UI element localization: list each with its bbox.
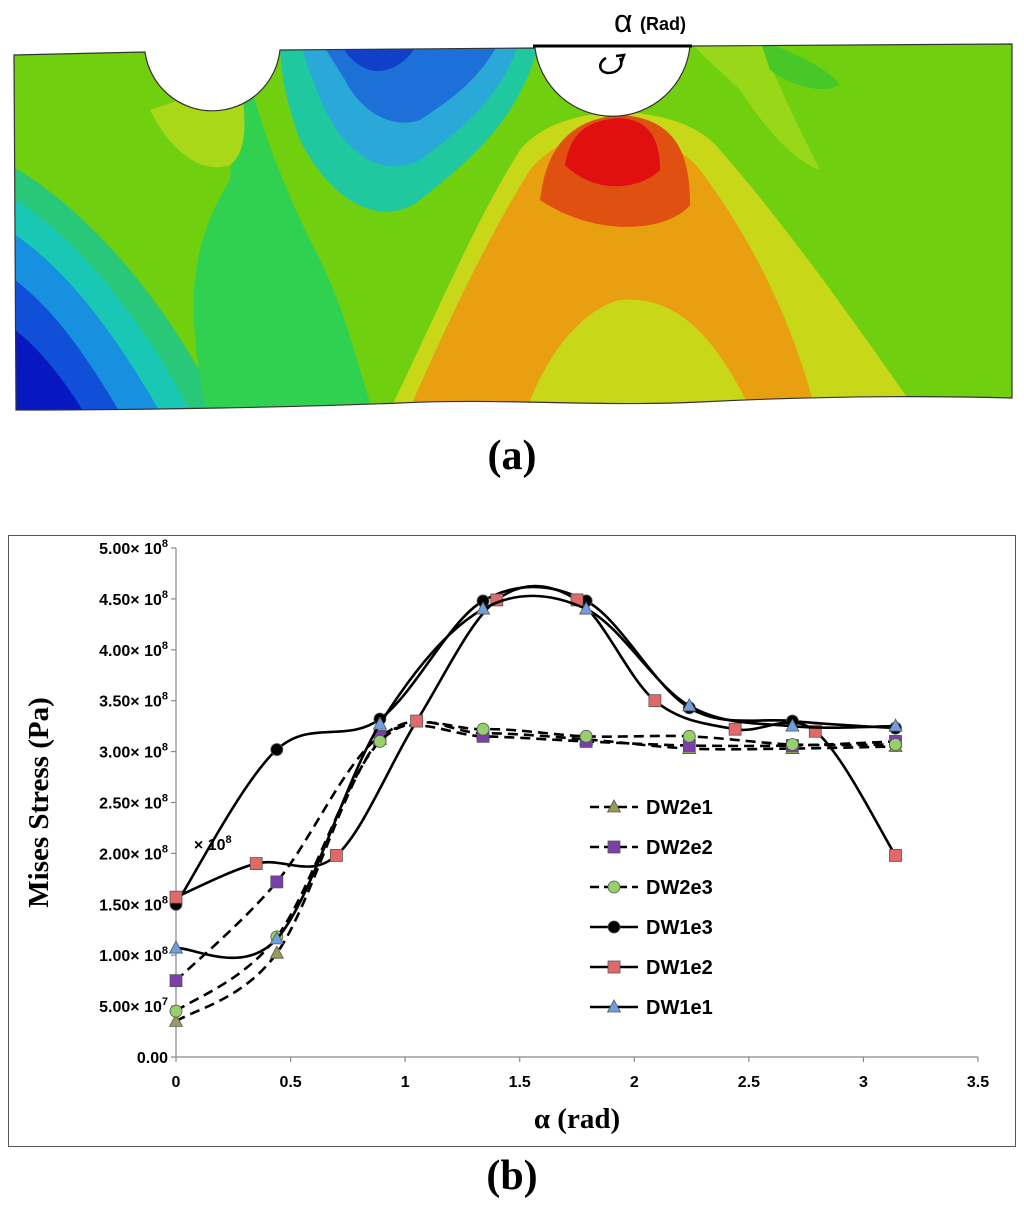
y-tick-label: 3.50× 108 [99, 691, 168, 711]
legend-label-dw2e1: DW2e1 [646, 797, 713, 819]
y-tick-label: 0.00 [137, 1050, 168, 1067]
legend-label-dw1e3: DW1e3 [646, 917, 713, 939]
series-line-dw1e1 [175, 594, 896, 960]
data-point-dw1e2 [329, 849, 343, 862]
legend: DW2e1 DW2e2 DW2e3 DW1e3 DW1e2 DW1e1 [590, 797, 713, 1019]
data-point-dw1e2 [169, 890, 183, 904]
legend-label-dw1e1: DW1e1 [646, 997, 713, 1019]
data-point-dw1e2 [648, 694, 662, 708]
data-point-dw1e1 [168, 940, 184, 954]
data-point-dw1e1 [578, 601, 594, 615]
stress-contour-figure: α (Rad) [13, 3, 1013, 411]
contour-bands [14, 44, 1012, 410]
angle-unit: (Rad) [640, 14, 686, 34]
data-point-dw2e3 [785, 738, 799, 751]
x-tick-label: 2 [630, 1074, 639, 1091]
data-point-dw2e2 [270, 875, 284, 889]
y-tick-label: 5.00× 107 [99, 996, 168, 1016]
legend-marker-dw2e3 [607, 880, 621, 894]
x-tick-label: 3 [859, 1074, 868, 1091]
data-point-dw1e1 [682, 697, 697, 712]
series-line-dw2e1 [175, 720, 896, 1023]
data-point-dw1e2 [889, 849, 902, 862]
x-tick-label: 1 [401, 1074, 410, 1091]
data-point-dw2e3 [682, 729, 696, 743]
series-dw1e1 [168, 594, 903, 960]
y-tick-label: 5.00× 108 [99, 538, 168, 558]
legend-label-dw2e3: DW2e3 [646, 877, 713, 899]
data-point-dw1e3 [270, 743, 284, 756]
y-tick-label: 2.00× 108 [99, 843, 168, 863]
y-tick-label: 1.50× 108 [99, 894, 168, 914]
data-point-dw1e2 [410, 714, 424, 728]
legend-marker-dw1e3 [607, 920, 621, 934]
legend-label-dw1e2: DW1e2 [646, 957, 713, 979]
arrow-head-icon [615, 53, 626, 64]
legend-label-dw2e2: DW2e2 [646, 837, 713, 859]
data-point-dw2e1 [168, 1013, 184, 1027]
x-tick-label: 2.5 [738, 1074, 760, 1091]
y-tick-label: 4.50× 108 [99, 589, 168, 609]
data-point-dw1e2 [249, 857, 263, 870]
data-point-dw2e3 [476, 722, 490, 736]
x-tick-label: 1.5 [509, 1074, 531, 1091]
data-point-dw1e2 [728, 722, 742, 736]
data-point-dw2e1 [269, 945, 284, 959]
series-dw1e2 [169, 584, 902, 904]
x-axis-title: α (rad) [534, 1103, 620, 1135]
chart-frame [8, 535, 1016, 1147]
rotation-arrow-icon [599, 56, 623, 75]
y-tick-label: 1.00× 108 [99, 945, 168, 965]
legend-marker-dw1e2 [607, 960, 621, 974]
scale-annotation: × 108 [194, 834, 232, 854]
data-point-dw2e3 [889, 738, 902, 751]
y-tick-label: 3.00× 108 [99, 742, 168, 762]
series-dw2e1 [168, 720, 903, 1027]
data-point-dw2e3 [169, 1004, 183, 1018]
series-line-dw2e2 [175, 724, 896, 982]
data-point-dw1e1 [269, 931, 284, 945]
data-point-dw2e3 [373, 735, 387, 748]
series-line-dw2e3 [175, 721, 896, 1013]
data-point-dw2e3 [579, 729, 593, 743]
legend-marker-dw1e1 [606, 999, 622, 1013]
series-line-dw1e2 [175, 584, 897, 899]
data-point-dw1e1 [372, 716, 388, 730]
legend-marker-dw2e1 [606, 799, 622, 813]
caption-b: (b) [486, 1153, 538, 1199]
caption-a: (a) [487, 433, 537, 479]
y-tick-label: 4.00× 108 [99, 640, 168, 660]
x-tick-label: 0.5 [279, 1074, 301, 1091]
data-point-dw1e1 [785, 718, 800, 732]
data-point-dw1e1 [888, 718, 903, 732]
series-dw2e3 [169, 721, 902, 1018]
x-tick-label: 0 [172, 1074, 181, 1091]
angle-symbol: α [614, 3, 633, 39]
data-point-dw1e1 [475, 601, 491, 615]
data-point-dw2e2 [169, 974, 183, 988]
legend-marker-dw2e2 [607, 840, 621, 854]
x-tick-label: 3.5 [967, 1074, 989, 1091]
y-tick-label: 2.50× 108 [99, 793, 168, 813]
y-axis-title: Mises Stress (Pa) [23, 697, 55, 907]
